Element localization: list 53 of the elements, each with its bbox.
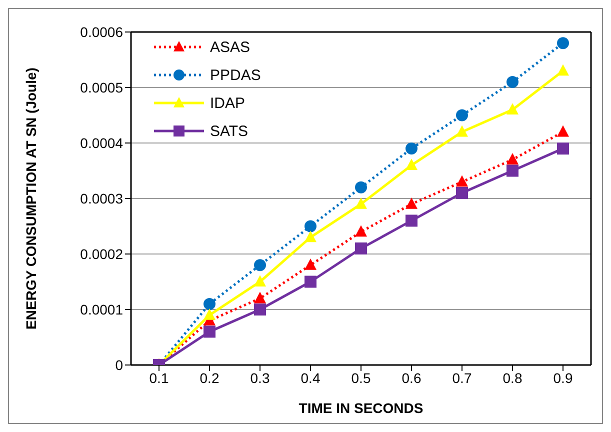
x-axis-title: TIME IN SECONDS — [298, 400, 424, 416]
point — [506, 164, 518, 177]
point — [304, 230, 316, 242]
point — [304, 258, 316, 270]
legend-label: IDAP — [210, 94, 246, 112]
point — [557, 37, 569, 50]
x-tick-label: 0.4 — [300, 370, 320, 386]
point — [304, 276, 316, 288]
x-tick-label: 0.8 — [502, 370, 522, 386]
y-tick-label: 0.0004 — [80, 134, 124, 151]
x-tick-label: 0.3 — [250, 370, 270, 386]
point — [254, 292, 266, 304]
point — [204, 308, 216, 320]
legend-label: ASAS — [210, 38, 250, 56]
point — [355, 225, 367, 237]
point — [406, 214, 418, 227]
point — [254, 275, 266, 287]
x-tick-label: 0.9 — [553, 370, 573, 386]
point — [506, 76, 518, 88]
y-tick-label: 0.0001 — [80, 301, 124, 318]
point — [254, 304, 266, 316]
point — [456, 125, 468, 137]
y-tick-label: 0.0003 — [80, 190, 124, 206]
legend-label: SATS — [210, 122, 248, 140]
point — [456, 175, 468, 187]
legend-label: PPDAS — [210, 66, 261, 84]
point — [355, 197, 367, 209]
y-tick-label: 0 — [115, 356, 124, 373]
x-tick-label: 0.6 — [402, 370, 422, 386]
point — [355, 242, 367, 254]
point — [506, 153, 518, 164]
point — [506, 103, 518, 114]
point — [204, 298, 216, 310]
point — [456, 109, 468, 122]
y-tick-label: 0.0006 — [80, 24, 124, 40]
point — [406, 142, 418, 155]
point — [456, 186, 468, 199]
point — [254, 259, 266, 272]
y-tick-label: 0.0002 — [80, 246, 124, 262]
point — [557, 64, 569, 76]
y-tick-label: 0.0005 — [80, 79, 124, 96]
x-tick-label: 0.5 — [351, 370, 371, 386]
point — [355, 181, 367, 194]
point — [304, 220, 316, 232]
x-tick-label: 0.1 — [149, 370, 169, 386]
point — [204, 326, 216, 338]
point — [406, 197, 418, 209]
x-tick-label: 0.2 — [200, 370, 220, 386]
y-axis-title: ENERGY CONSUMPTION AT SN (Joule) — [22, 68, 39, 330]
point — [557, 142, 569, 155]
point — [406, 158, 418, 170]
x-tick-label: 0.7 — [452, 370, 472, 386]
point — [557, 125, 569, 137]
